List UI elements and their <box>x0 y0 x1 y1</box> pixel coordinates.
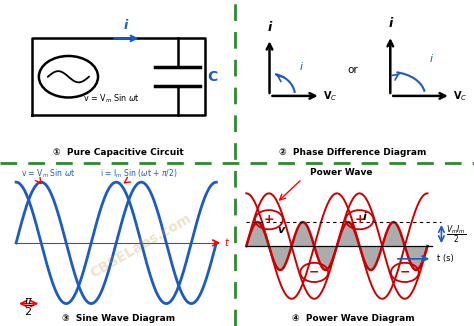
Text: v = V$_m$ Sin $\omega$t: v = V$_m$ Sin $\omega$t <box>21 168 75 180</box>
Text: t (s): t (s) <box>437 254 454 263</box>
Text: +: + <box>354 213 365 226</box>
Text: v: v <box>277 225 285 235</box>
Text: V$_C$: V$_C$ <box>453 89 467 103</box>
Text: i: i <box>123 19 128 32</box>
Text: +: + <box>264 213 274 226</box>
Text: ③  Sine Wave Diagram: ③ Sine Wave Diagram <box>62 314 175 323</box>
Text: $\dfrac{V_m I_m}{2}$: $\dfrac{V_m I_m}{2}$ <box>446 223 466 245</box>
Text: i: i <box>267 21 272 34</box>
Text: −: − <box>400 266 410 279</box>
Text: −: − <box>309 266 319 279</box>
Text: ④  Power Wave Diagram: ④ Power Wave Diagram <box>292 314 414 323</box>
Text: i: i <box>388 17 392 30</box>
Text: V$_C$: V$_C$ <box>323 89 337 103</box>
Text: ②  Phase Difference Diagram: ② Phase Difference Diagram <box>280 148 427 156</box>
Text: i: i <box>363 212 367 222</box>
Text: Power Wave: Power Wave <box>310 168 373 177</box>
Text: i: i <box>430 54 433 64</box>
Text: $\dfrac{\pi}{2}$: $\dfrac{\pi}{2}$ <box>24 296 33 318</box>
Text: i = I$_m$ Sin ($\omega$t + $\pi$/2): i = I$_m$ Sin ($\omega$t + $\pi$/2) <box>100 168 178 180</box>
Text: ①  Pure Capacitive Circuit: ① Pure Capacitive Circuit <box>53 148 184 156</box>
Text: t: t <box>224 238 228 248</box>
Text: or: or <box>348 65 358 75</box>
Text: i: i <box>300 62 303 72</box>
Text: CBSELabs.com: CBSELabs.com <box>88 211 194 281</box>
Text: v = V$_m$ Sin $\omega$t: v = V$_m$ Sin $\omega$t <box>83 93 140 106</box>
Text: C: C <box>207 70 218 84</box>
